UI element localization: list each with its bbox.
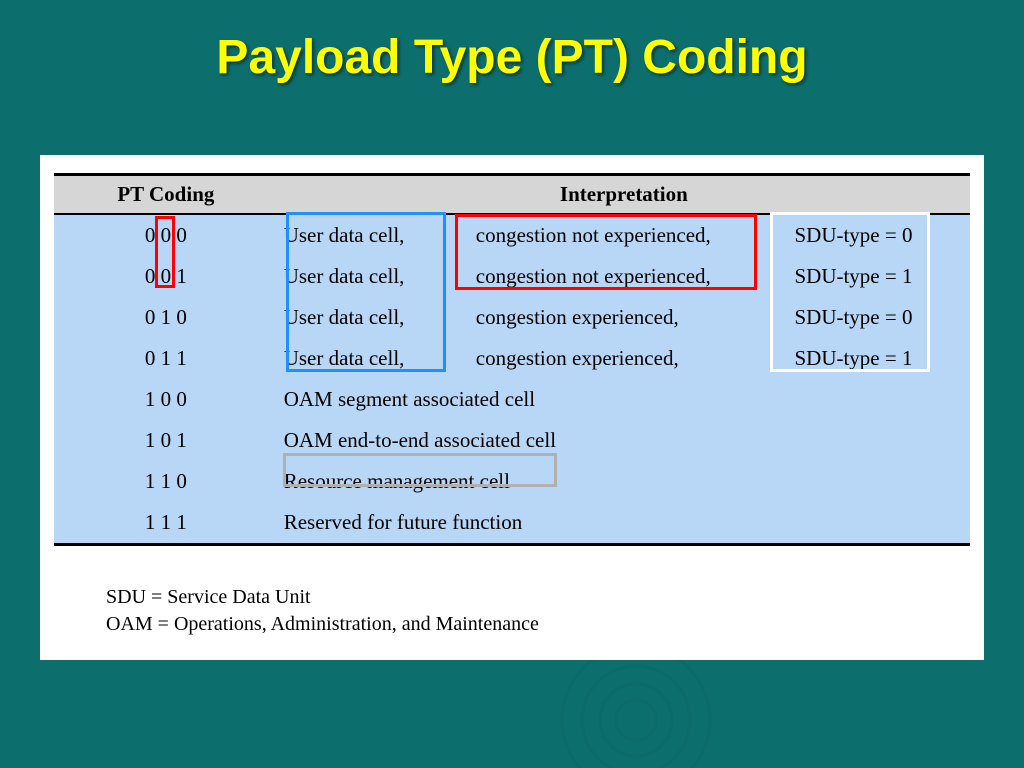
footnote-oam: OAM = Operations, Administration, and Ma… [106,611,539,638]
footnote-sdu: SDU = Service Data Unit [106,584,539,611]
cell-code: 1 0 0 [54,379,278,420]
footnotes: SDU = Service Data Unit OAM = Operations… [106,584,539,638]
slide-title: Payload Type (PT) Coding [0,0,1024,85]
cell-full: OAM segment associated cell [278,379,970,420]
cell-code: 1 1 1 [54,502,278,545]
table-row: 1 0 0 OAM segment associated cell [54,379,970,420]
slide: Payload Type (PT) Coding PT Coding Inter… [0,0,1024,768]
table-row: 1 1 1 Reserved for future function [54,502,970,545]
table-header-row: PT Coding Interpretation [54,175,970,215]
cell-code: 1 0 1 [54,420,278,461]
cell-full: Reserved for future function [278,502,970,545]
white-sdu-box [770,212,930,372]
grey-resource-box [283,453,557,487]
red-middle-bit-box [155,216,175,288]
red-congestion-box [455,214,757,290]
cell-code: 0 1 1 [54,338,278,379]
cell-cong: congestion experienced, [470,338,789,379]
cell-code: 1 1 0 [54,461,278,502]
col-header-ptcoding: PT Coding [54,175,278,215]
blue-userdata-box [286,212,446,372]
col-header-interpretation: Interpretation [278,175,970,215]
cell-code: 0 1 0 [54,297,278,338]
cell-cong: congestion experienced, [470,297,789,338]
